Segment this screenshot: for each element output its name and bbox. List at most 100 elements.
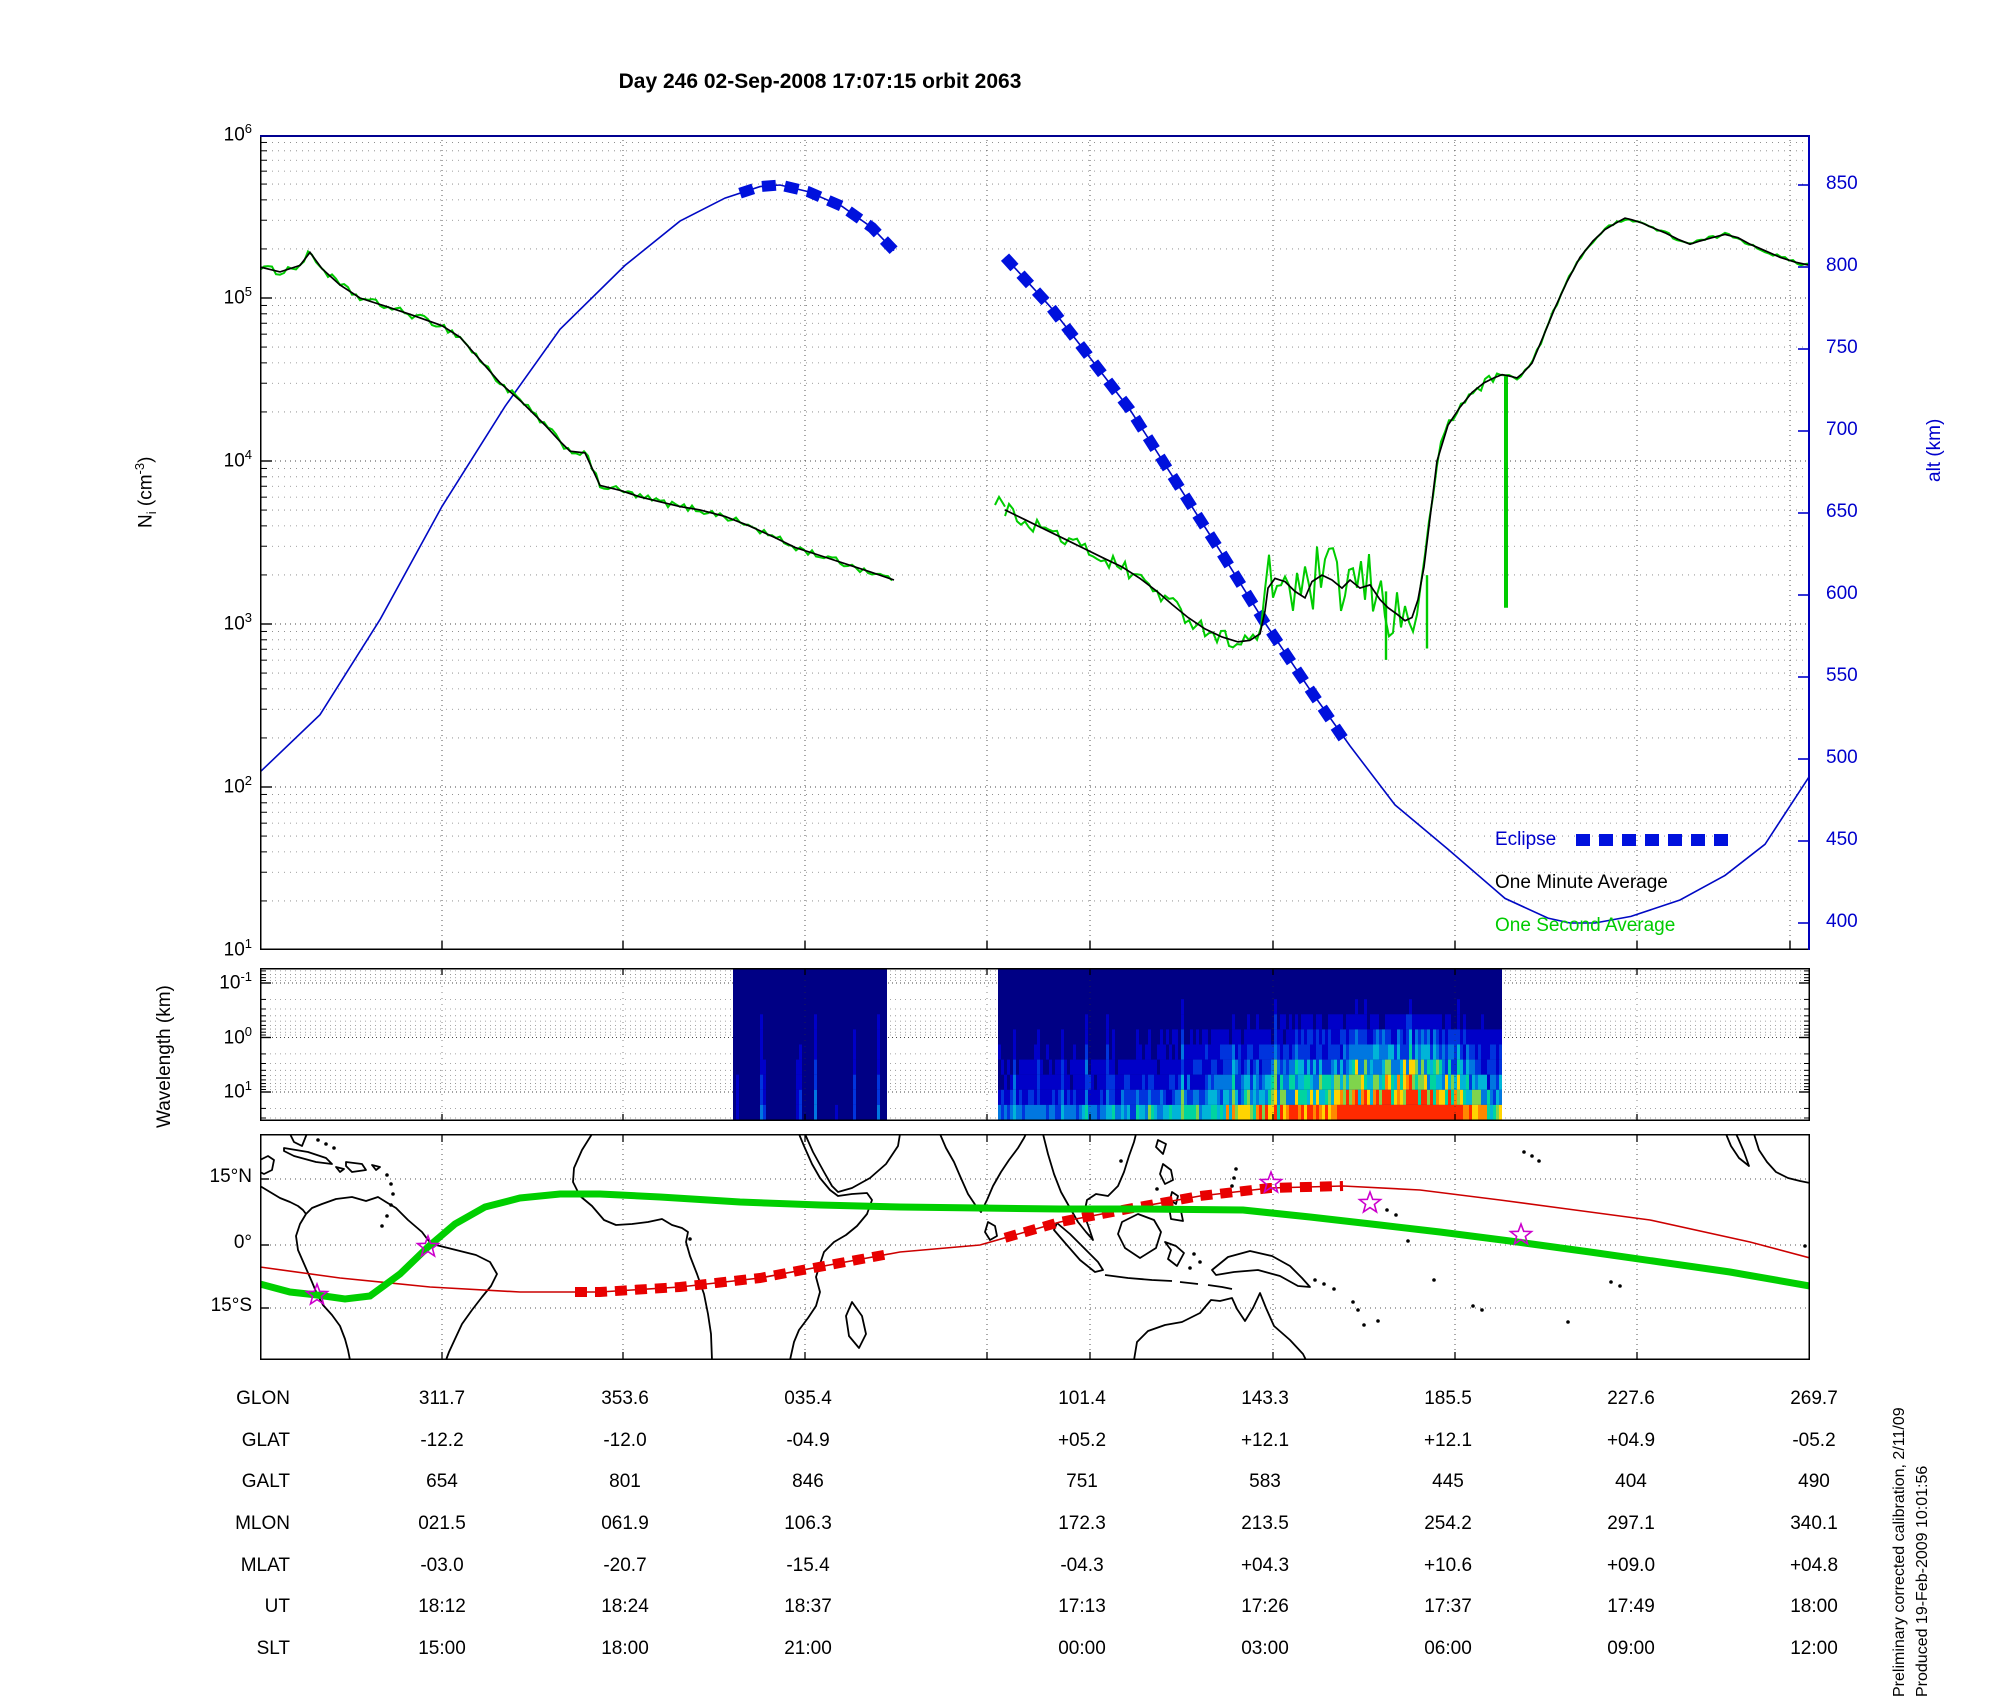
spectrogram-bin (1061, 1044, 1064, 1060)
spectrogram-bin (1298, 1029, 1301, 1045)
spectrogram-bin (1493, 1104, 1496, 1120)
spectrogram-bin (1496, 1029, 1499, 1045)
spectrogram-bin (1481, 1029, 1484, 1045)
ni-tick-label: 103 (223, 610, 252, 635)
spectrogram-bin (1448, 1074, 1451, 1090)
spectrogram-bin (853, 1089, 856, 1105)
spectrogram-bin (1190, 1029, 1193, 1045)
spectrogram-bin (1409, 1074, 1412, 1090)
spectrogram-bin (1340, 1029, 1343, 1045)
table-cell: 17:37 (1424, 1596, 1472, 1617)
spectrogram-bin (1343, 1044, 1346, 1060)
spectrogram-bin (1193, 1074, 1196, 1090)
spectrogram-bin (1202, 1104, 1205, 1120)
spectrogram-bin (1328, 1014, 1331, 1030)
spectrogram-bin (1370, 1029, 1373, 1045)
spectrogram-bin (1121, 1059, 1124, 1075)
spectrogram-bin (1322, 1059, 1325, 1075)
spectrogram-bin (1019, 1059, 1022, 1075)
spectrogram-bin (1424, 1104, 1427, 1120)
spectrogram-bin (1013, 1044, 1016, 1060)
spectrogram-bin (1076, 1089, 1079, 1105)
spectrogram-bin (1196, 1059, 1199, 1075)
spectrogram-bin (1220, 1059, 1223, 1075)
spectrogram-bin (1295, 1014, 1298, 1030)
spectrogram-bin (1067, 1089, 1070, 1105)
spectrogram-bin (1190, 1059, 1193, 1075)
spectrogram-bin (1316, 1089, 1319, 1105)
table-cell: +10.6 (1423, 1555, 1473, 1576)
spectrogram-bin (1400, 1104, 1403, 1120)
spectrogram-bin (1310, 1059, 1313, 1075)
spectrogram-bin (1379, 1074, 1382, 1090)
spectrogram-bin (1076, 1104, 1079, 1120)
spectrogram-bin (1499, 1059, 1502, 1075)
spectrogram-bin (1226, 1089, 1229, 1105)
spectrogram-bin (1436, 1104, 1439, 1120)
table-cell: 340.1 (1790, 1513, 1838, 1534)
spectrogram-bin (1160, 1074, 1163, 1090)
spectrogram-bin (1115, 1074, 1118, 1090)
spectrogram-bin (1028, 1074, 1031, 1090)
spectrogram-bin (1178, 1074, 1181, 1090)
spectrogram-bin (1310, 1029, 1313, 1045)
spectrogram-bin (1148, 1059, 1151, 1075)
latitude-label: 0° (233, 1232, 252, 1253)
spectrogram-bin (1418, 1089, 1421, 1105)
spectrogram-bin (1196, 1029, 1199, 1045)
spectrogram-bin (1184, 1044, 1187, 1060)
spectrogram-bin (877, 1044, 880, 1060)
latitude-label: 15°S (210, 1295, 252, 1316)
spectrogram-bin (1286, 1074, 1289, 1090)
spectrogram-bin (1172, 1089, 1175, 1105)
spectrogram-bin (1316, 1059, 1319, 1075)
spectrogram-bin (1247, 1089, 1250, 1105)
spectrogram-bin (1175, 1044, 1178, 1060)
island-dot (1351, 1300, 1355, 1304)
spectrogram-bin (1337, 1089, 1340, 1105)
spectrogram-bin (1298, 1059, 1301, 1075)
spectrogram-bin (1127, 1074, 1130, 1090)
spectrogram-bin (1280, 1074, 1283, 1090)
spectrogram-bin (1361, 1029, 1364, 1045)
spectrogram-bin (1331, 1044, 1334, 1060)
coastlines (789, 1134, 873, 1360)
spectrogram-bin (1148, 1044, 1151, 1060)
eclipse-dash-swatch (1576, 833, 1737, 846)
spectrogram-bin (1289, 1104, 1292, 1120)
spectrogram-bin (1151, 1089, 1154, 1105)
spectrogram-bin (1451, 1104, 1454, 1120)
spectrogram-bin (1187, 1059, 1190, 1075)
table-cell: +04.3 (1240, 1555, 1290, 1576)
table-cell: 445 (1432, 1471, 1464, 1492)
spectrogram-bin (1064, 1059, 1067, 1075)
spectrogram-bin (1325, 1104, 1328, 1120)
table-cell: -04.3 (1060, 1555, 1104, 1576)
spectrogram-bin (1109, 1059, 1112, 1075)
spectrogram-bin (1133, 1074, 1136, 1090)
spectrogram-bin (1409, 1059, 1412, 1075)
table-cell: +09.0 (1606, 1555, 1656, 1576)
table-cell: 12:00 (1790, 1638, 1838, 1659)
spectrogram-bin (1250, 1059, 1253, 1075)
spectrogram-bin (1367, 1074, 1370, 1090)
spectrogram-bin (1010, 1074, 1013, 1090)
altitude-curve (260, 184, 895, 773)
spectrogram-bin (1349, 1104, 1352, 1120)
spectrogram-bin (1382, 1089, 1385, 1105)
spectrogram-bin (1241, 1059, 1244, 1075)
spectrogram-bin (1322, 1089, 1325, 1105)
spectrogram-bin (1256, 1059, 1259, 1075)
spectrogram-bin (1490, 1059, 1493, 1075)
ni-tick-label: 105 (223, 284, 252, 309)
spectrogram-bin (1289, 1089, 1292, 1105)
spectrogram-bin (1253, 1104, 1256, 1120)
spectrogram-bin (1214, 1089, 1217, 1105)
island-dot (1480, 1308, 1484, 1312)
spectrogram-bin (1061, 1089, 1064, 1105)
island-dot (1394, 1213, 1398, 1217)
spectrogram-bin (1415, 1074, 1418, 1090)
spectrogram-bin (1109, 1089, 1112, 1105)
spectrogram-bin (1220, 1029, 1223, 1045)
table-cell: 801 (609, 1471, 641, 1492)
